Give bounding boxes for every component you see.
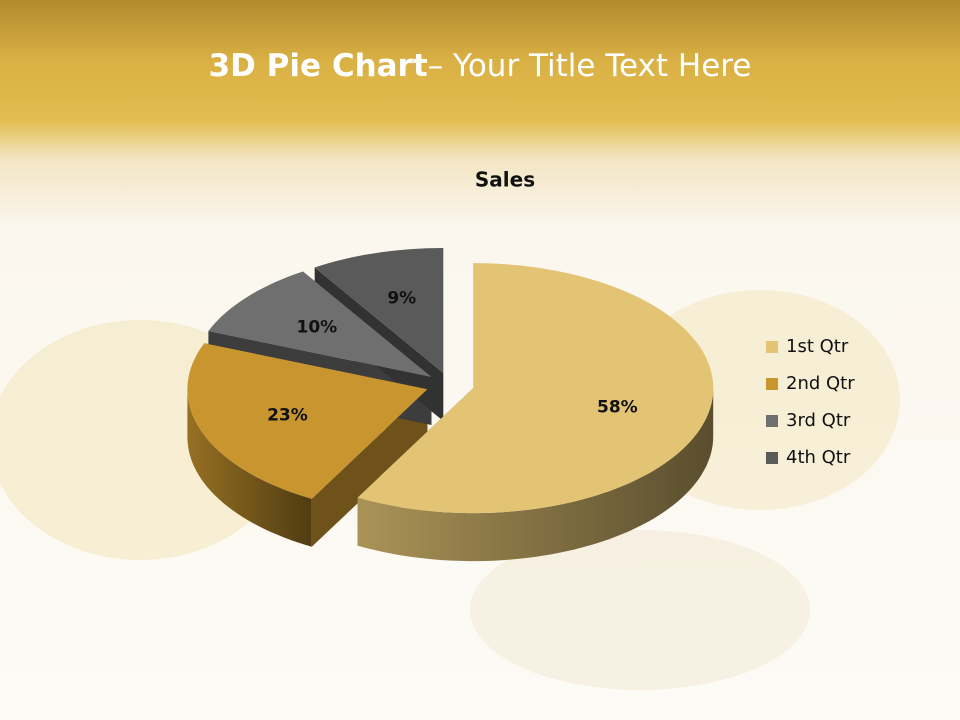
slice: [314, 248, 444, 373]
tops: [187, 248, 714, 514]
slide-title: 3D Pie Chart– Your Title Text Here: [0, 48, 960, 84]
legend-label: 3rd Qtr: [786, 410, 851, 431]
data-label: 9%: [387, 289, 416, 309]
slice: [357, 263, 714, 514]
title-strong: 3D Pie Chart: [208, 48, 428, 84]
labels: 58% 23% 10% 9%: [267, 289, 638, 426]
legend-swatch: [766, 415, 778, 427]
data-label: 23%: [267, 405, 308, 425]
data-label: 58%: [597, 397, 638, 417]
title-rest: – Your Title Text Here: [427, 48, 752, 84]
sides: [187, 388, 714, 562]
legend-swatch: [766, 378, 778, 390]
legend-label: 1st Qtr: [786, 336, 849, 357]
slice: [187, 343, 428, 499]
background-decoration: [470, 530, 810, 690]
slice-side: [187, 389, 312, 547]
slice-side: [357, 388, 714, 562]
legend-swatch: [766, 341, 778, 353]
data-label: 10%: [297, 318, 338, 338]
legend-label: 4th Qtr: [786, 447, 851, 468]
legend-label: 2nd Qtr: [786, 373, 855, 394]
chart-title: Sales: [475, 168, 535, 192]
slice: [208, 271, 432, 377]
legend-swatch: [766, 452, 778, 464]
